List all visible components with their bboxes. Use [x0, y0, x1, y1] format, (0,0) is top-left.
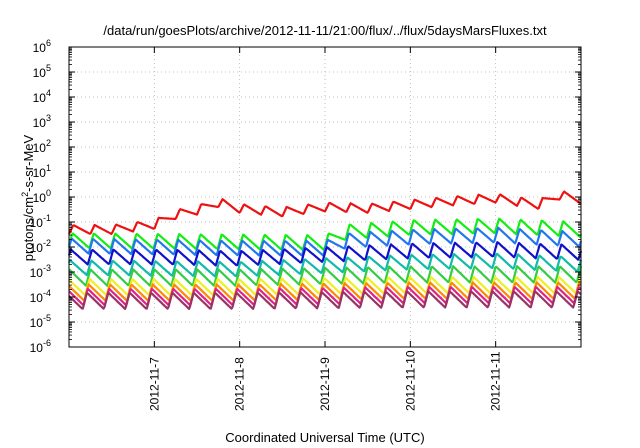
- series-line-7: [68, 275, 582, 297]
- y-tick-label: 103: [33, 113, 51, 130]
- y-tick-label: 10-5: [30, 313, 51, 330]
- y-tick-label: 100: [33, 188, 51, 205]
- series-line-4: [67, 241, 583, 267]
- series-line-1: [68, 190, 582, 235]
- axis-layer: 10-6 10-5 10-4 10-3 10-2 10-1 100 101 102 103 104 1…: [30, 38, 582, 411]
- series-layer: [67, 190, 583, 310]
- x-tick-label: 2012-11-9: [318, 357, 332, 411]
- x-tick-label: 2012-11-8: [233, 357, 247, 411]
- x-tick-label: 2012-11-10: [403, 350, 417, 411]
- y-tick-label: 10-4: [30, 288, 51, 305]
- y-tick-label: 10-3: [30, 263, 51, 280]
- y-tick-label: 101: [33, 163, 51, 180]
- series-line-9: [68, 285, 582, 307]
- plot-frame: [68, 46, 582, 348]
- y-axis-label-sup: 2: [20, 192, 30, 197]
- y-axis-label-pre: protons/cm: [21, 197, 36, 261]
- y-tick-label: 10-6: [30, 338, 51, 355]
- x-tick-label: 2012-11-11: [489, 351, 503, 411]
- chart-title: /data/run/goesPlots/archive/2012-11-11/2…: [103, 23, 547, 38]
- y-tick-label: 10-2: [30, 238, 51, 255]
- y-axis-label: protons/cm2-s-sr-MeV: [20, 134, 36, 261]
- y-axis-label-post: -s-sr-MeV: [21, 134, 36, 191]
- y-tick-label: 106: [33, 38, 51, 55]
- series-line-5: [67, 252, 583, 278]
- y-tick-label: 105: [33, 63, 51, 80]
- series-line-6: [68, 265, 583, 287]
- series-line-8: [68, 281, 582, 302]
- y-tick-label: 10-1: [30, 213, 51, 230]
- y-tick-label: 102: [33, 138, 51, 155]
- x-axis-label: Coordinated Universal Time (UTC): [225, 430, 424, 445]
- series-line-10: [68, 290, 582, 310]
- x-tick-label: 2012-11-7: [147, 357, 161, 411]
- y-tick-label: 104: [33, 88, 51, 105]
